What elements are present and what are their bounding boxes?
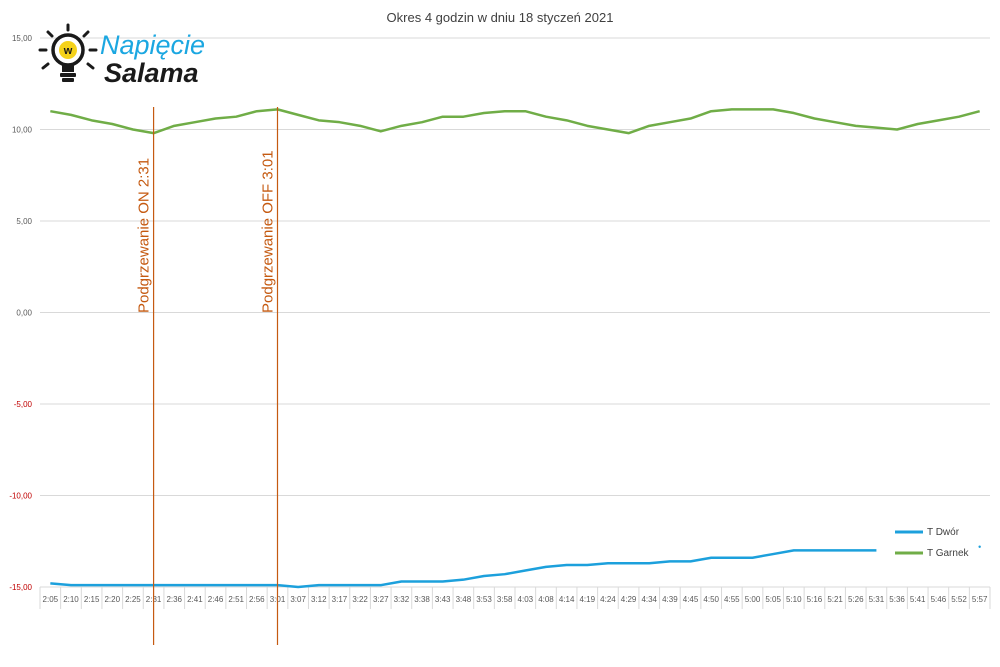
x-tick-label: 5:26 <box>848 595 864 604</box>
y-tick-label: -15,00 <box>9 583 32 592</box>
x-tick-label: 5:31 <box>869 595 885 604</box>
x-tick-label: 5:16 <box>807 595 823 604</box>
x-tick-label: 5:46 <box>931 595 947 604</box>
x-tick-label: 2:41 <box>187 595 203 604</box>
x-tick-label: 4:45 <box>683 595 699 604</box>
x-tick-label: 5:52 <box>951 595 967 604</box>
x-tick-label: 3:58 <box>497 595 513 604</box>
legend-label-t-garnek: T Garnek <box>927 548 969 559</box>
x-tick-label: 4:50 <box>703 595 719 604</box>
x-tick-label: 2:15 <box>84 595 100 604</box>
x-tick-label: 3:43 <box>435 595 451 604</box>
y-tick-label: -5,00 <box>14 400 33 409</box>
x-tick-label: 2:51 <box>228 595 244 604</box>
x-tick-label: 3:32 <box>394 595 410 604</box>
chart-title: Okres 4 godzin w dniu 18 styczeń 2021 <box>387 10 614 25</box>
x-tick-label: 5:21 <box>827 595 843 604</box>
legend-label-t-dwor: T Dwór <box>927 527 960 538</box>
x-tick-label: 4:08 <box>538 595 554 604</box>
x-tick-label: 3:07 <box>290 595 306 604</box>
x-tick-label: 5:10 <box>786 595 802 604</box>
x-tick-label: 5:36 <box>889 595 905 604</box>
x-tick-label: 2:10 <box>63 595 79 604</box>
x-tick-label: 4:19 <box>579 595 595 604</box>
x-tick-label: 2:05 <box>43 595 59 604</box>
logo-text-salama: Salama <box>104 58 199 88</box>
x-tick-label: 3:53 <box>476 595 492 604</box>
y-axis-ticks: -15,00 -10,00 -5,00 0,00 5,00 10,00 15,00 <box>9 34 32 592</box>
x-axis: 2:052:102:152:202:252:312:362:412:462:51… <box>39 586 991 609</box>
x-tick-label: 2:56 <box>249 595 265 604</box>
x-tick-label: 3:22 <box>352 595 368 604</box>
gridlines <box>40 37 990 496</box>
y-tick-label: 10,00 <box>12 126 33 135</box>
bulb-letter: w <box>63 45 73 57</box>
x-tick-label: 2:46 <box>208 595 224 604</box>
annotations: Podgrzewanie ON 2:31 Podgrzewanie OFF 3:0… <box>136 107 279 645</box>
x-tick-label: 4:34 <box>641 595 657 604</box>
x-tick-label: 5:00 <box>745 595 761 604</box>
x-tick-label: 4:24 <box>600 595 616 604</box>
logo: w Napięcie Salama <box>38 23 205 88</box>
x-tick-label: 3:38 <box>414 595 430 604</box>
annotation-label-off: Podgrzewanie OFF 3:01 <box>260 150 277 313</box>
x-tick-label: 4:55 <box>724 595 740 604</box>
x-tick-label: 5:41 <box>910 595 926 604</box>
y-tick-label: 15,00 <box>12 34 33 43</box>
x-tick-label: 3:48 <box>456 595 472 604</box>
y-tick-label: 0,00 <box>16 309 32 318</box>
lightbulb-icon: w <box>38 23 98 82</box>
series-line-t-garnek <box>50 108 980 135</box>
x-tick-label: 4:39 <box>662 595 678 604</box>
x-tick-label: 3:17 <box>332 595 348 604</box>
x-tick-label: 4:29 <box>621 595 637 604</box>
x-tick-label: 2:36 <box>166 595 182 604</box>
x-tick-label: 3:12 <box>311 595 327 604</box>
annotation-label-on: Podgrzewanie ON 2:31 <box>136 158 153 313</box>
y-tick-label: 5,00 <box>16 217 32 226</box>
x-tick-label: 5:57 <box>972 595 988 604</box>
legend: T Dwór T Garnek <box>895 527 969 559</box>
series-lines <box>50 108 981 589</box>
x-tick-label: 5:05 <box>765 595 781 604</box>
x-tick-label: 3:27 <box>373 595 389 604</box>
x-tick-label: 2:25 <box>125 595 141 604</box>
x-tick-label: 2:20 <box>104 595 120 604</box>
logo-text-napiecie: Napięcie <box>100 30 205 60</box>
series-line-t-dwor <box>50 549 877 589</box>
series-point-t-dwor <box>978 545 981 548</box>
x-tick-label: 4:14 <box>559 595 575 604</box>
x-tick-label: 4:03 <box>518 595 534 604</box>
y-tick-label: -10,00 <box>9 492 32 501</box>
